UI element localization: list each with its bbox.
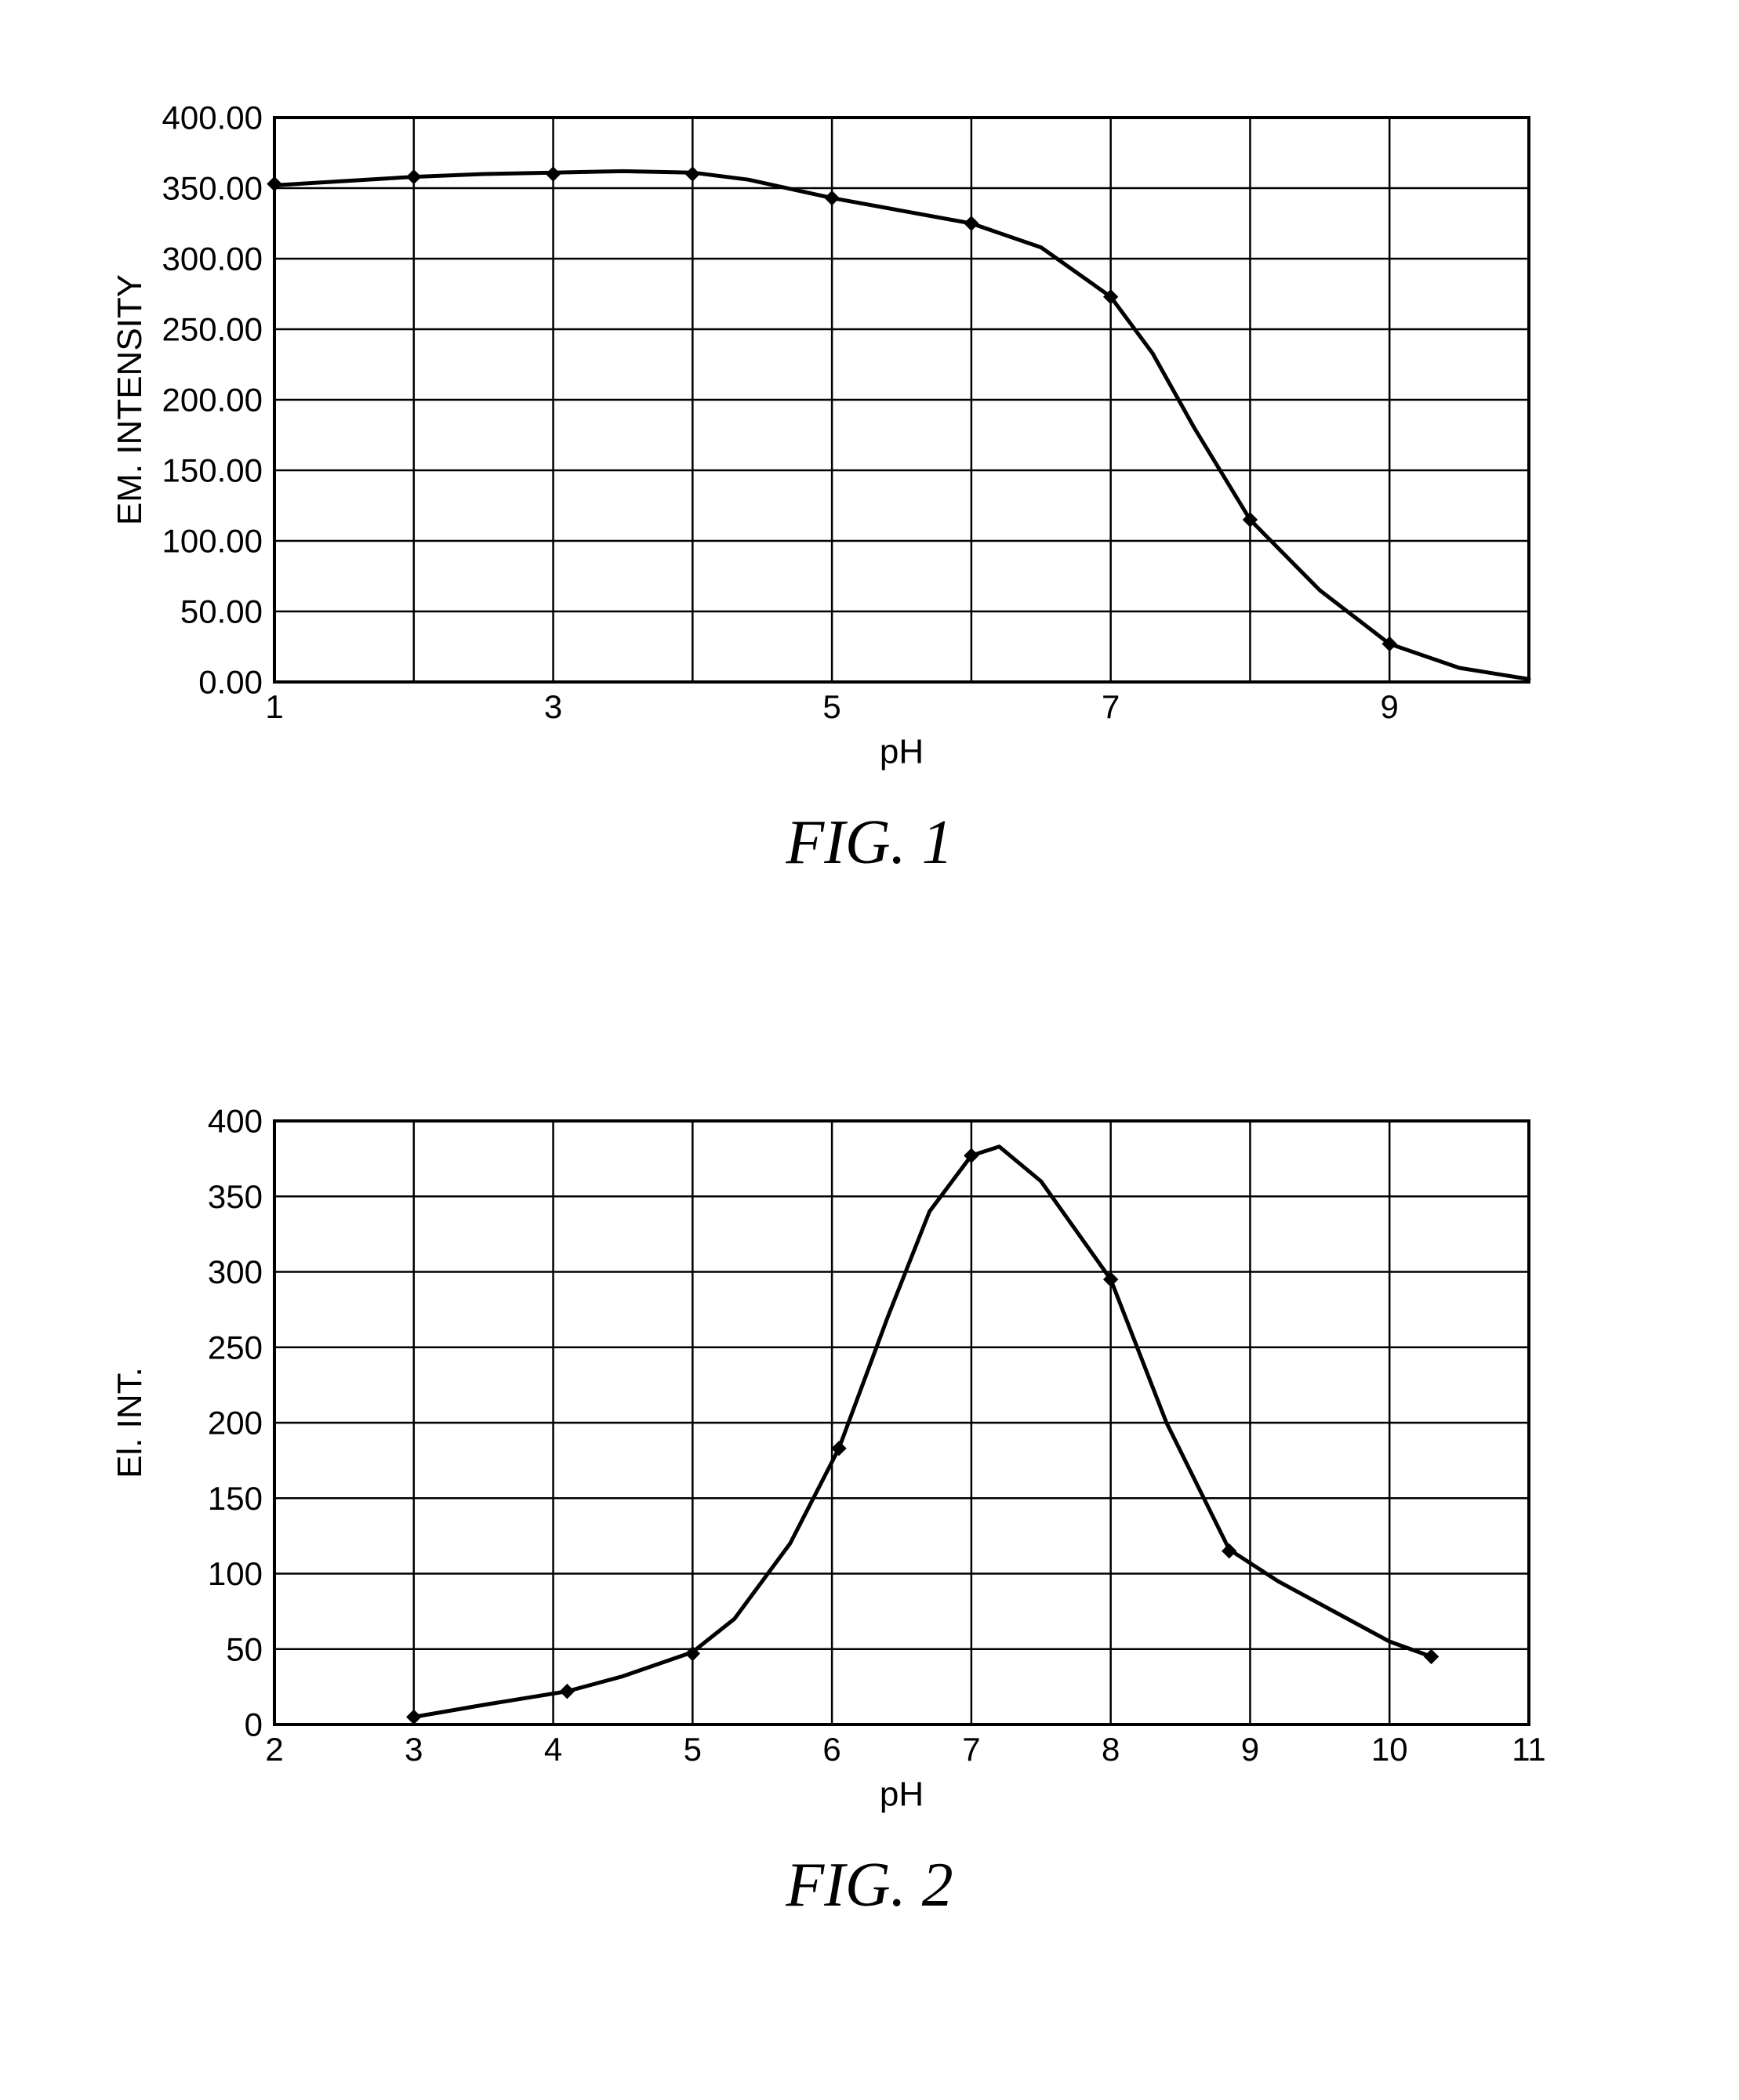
svg-text:150: 150 (208, 1480, 263, 1517)
svg-text:200: 200 (208, 1405, 263, 1442)
svg-text:8: 8 (1102, 1731, 1120, 1768)
svg-text:El. INT.: El. INT. (111, 1367, 149, 1478)
svg-text:11: 11 (1512, 1731, 1546, 1768)
svg-text:pH: pH (880, 1775, 924, 1813)
svg-text:350: 350 (208, 1178, 263, 1215)
svg-text:9: 9 (1241, 1731, 1259, 1768)
svg-text:7: 7 (962, 1731, 980, 1768)
svg-text:3: 3 (405, 1731, 423, 1768)
svg-text:4: 4 (544, 1731, 562, 1768)
svg-text:100: 100 (208, 1555, 263, 1592)
fig2-chart: 2 3 4 5 6 7 8 9 10 11 0 50 100 150 200 250 300 350 400 pH El… (0, 0, 1739, 2100)
svg-text:2: 2 (265, 1731, 283, 1768)
fig2-caption: FIG. 2 (0, 1850, 1739, 1921)
svg-text:0: 0 (245, 1706, 263, 1743)
page: 135790.0050.00100.00150.00200.00250.0030… (0, 0, 1739, 2100)
svg-text:250: 250 (208, 1329, 263, 1366)
svg-text:10: 10 (1371, 1731, 1408, 1768)
svg-text:5: 5 (684, 1731, 702, 1768)
svg-text:50: 50 (226, 1630, 263, 1667)
svg-text:6: 6 (822, 1731, 840, 1768)
svg-text:400: 400 (208, 1103, 263, 1140)
svg-text:300: 300 (208, 1253, 263, 1290)
